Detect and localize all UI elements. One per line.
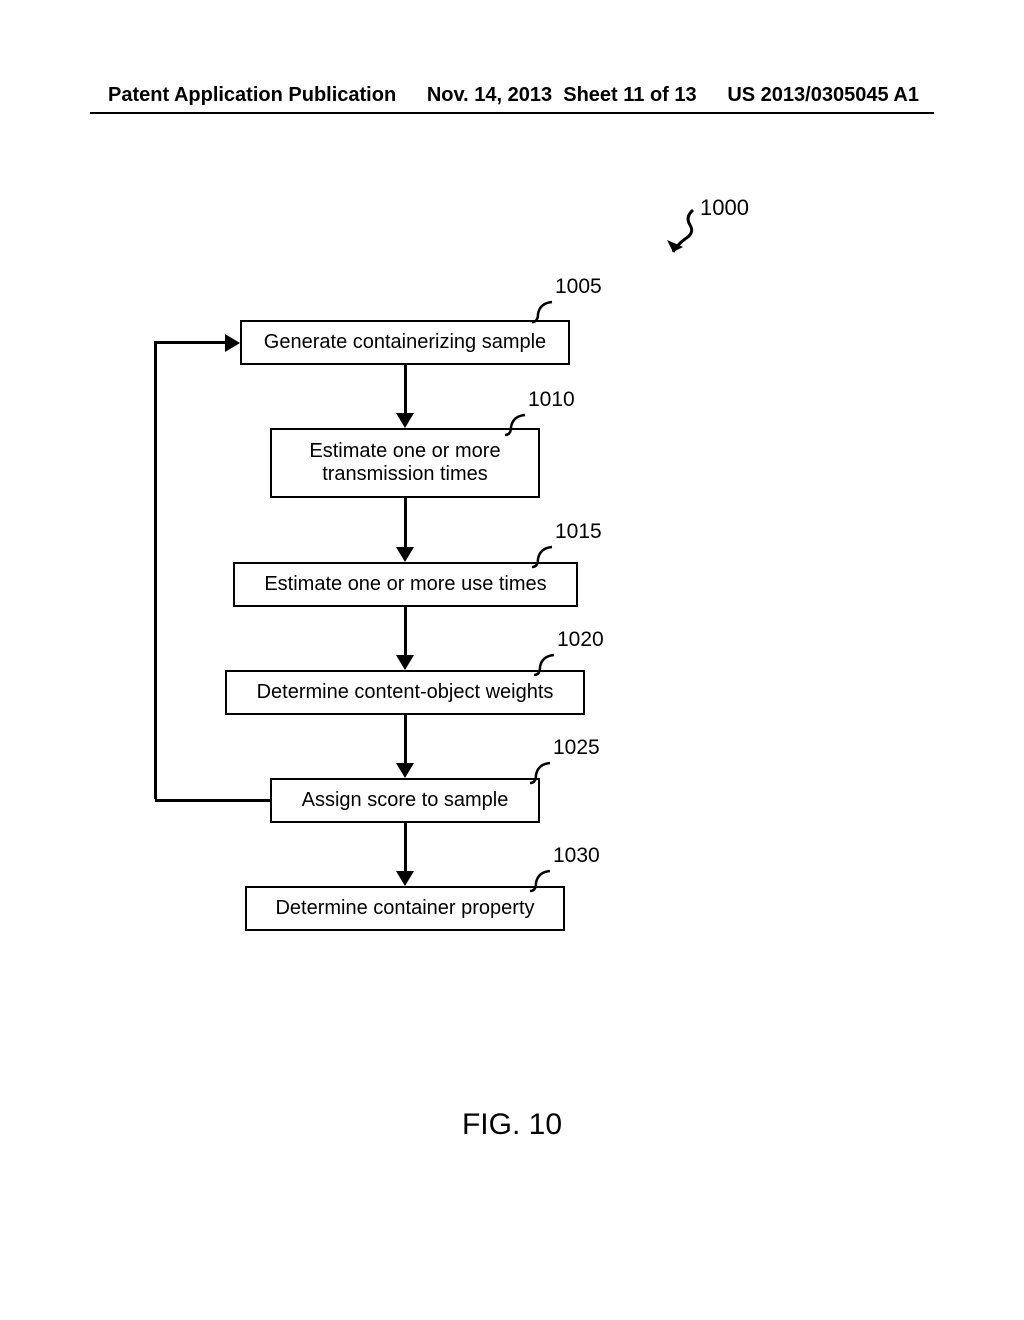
reference-number: 1005 bbox=[555, 275, 602, 299]
header-divider bbox=[90, 112, 934, 114]
reference-connector bbox=[503, 413, 533, 438]
arrow-head-icon bbox=[225, 334, 240, 352]
reference-connector bbox=[530, 545, 560, 570]
flowchart-node: Determine container property bbox=[245, 886, 565, 931]
flowchart-edge bbox=[404, 823, 407, 873]
reference-connector bbox=[530, 300, 560, 325]
flowchart-node: Estimate one or more use times bbox=[233, 562, 578, 607]
flowchart-edge bbox=[404, 365, 407, 415]
page-header: Patent Application Publication Nov. 14, … bbox=[0, 84, 1024, 107]
flowchart-node: Generate containerizing sample bbox=[240, 320, 570, 365]
feedback-edge bbox=[155, 799, 270, 802]
diagram-reference-arrow bbox=[645, 205, 715, 265]
reference-number: 1015 bbox=[555, 520, 602, 544]
arrow-head-icon bbox=[396, 655, 414, 670]
arrow-head-icon bbox=[396, 413, 414, 428]
flowchart-node: Estimate one or more transmission times bbox=[270, 428, 540, 498]
figure-caption: FIG. 10 bbox=[0, 1108, 1024, 1142]
reference-connector bbox=[528, 761, 558, 786]
flowchart-edge bbox=[404, 607, 407, 657]
flowchart-edge bbox=[404, 715, 407, 765]
reference-connector bbox=[532, 653, 562, 678]
arrow-head-icon bbox=[396, 763, 414, 778]
arrow-head-icon bbox=[396, 547, 414, 562]
reference-number: 1025 bbox=[553, 736, 600, 760]
flowchart-node: Assign score to sample bbox=[270, 778, 540, 823]
reference-connector bbox=[528, 869, 558, 894]
patent-number: US 2013/0305045 A1 bbox=[727, 84, 919, 107]
feedback-edge bbox=[154, 341, 157, 799]
reference-number: 1020 bbox=[557, 628, 604, 652]
publication-type: Patent Application Publication bbox=[108, 84, 396, 107]
flowchart-node: Determine content-object weights bbox=[225, 670, 585, 715]
feedback-edge bbox=[155, 341, 227, 344]
arrow-head-icon bbox=[396, 871, 414, 886]
reference-number: 1010 bbox=[528, 388, 575, 412]
flowchart-edge bbox=[404, 498, 407, 549]
reference-number: 1030 bbox=[553, 844, 600, 868]
header-date-sheet: Nov. 14, 2013 Sheet 11 of 13 bbox=[427, 84, 697, 107]
